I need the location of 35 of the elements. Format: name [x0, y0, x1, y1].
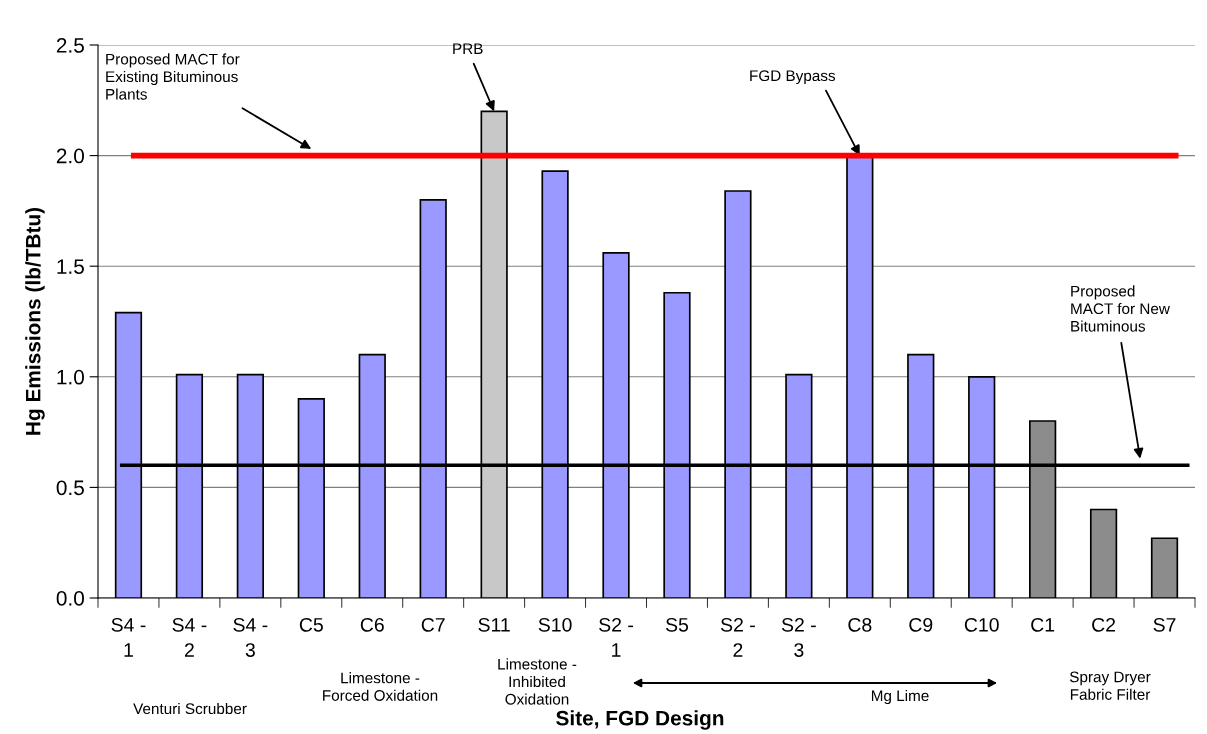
y-tick-label: 2.5 [56, 38, 84, 53]
x-tick-label: S2 - 3 [781, 617, 816, 657]
y-axis-title: Hg Emissions (lb/TBtu) [25, 207, 45, 435]
ref-line-label: Proposed MACT for New Bituminous [1071, 285, 1170, 332]
x-tick-label: C8 [848, 617, 872, 632]
x-tick-label: S4 - 1 [111, 617, 146, 657]
x-tick-label: C7 [421, 617, 445, 632]
y-tick-label: 0.5 [56, 480, 84, 496]
x-tick-label: S5 [665, 617, 689, 632]
text: Limestone - Inhibited Oxidation [498, 658, 577, 705]
text: Venturi Scrubber [133, 702, 247, 715]
x-tick-label: C10 [964, 617, 999, 632]
y-tick-label: 2.0 [56, 148, 84, 164]
x-tick-label: C5 [299, 617, 323, 632]
x-axis-title: Site, FGD Design [556, 710, 724, 730]
ref-line-label: Proposed MACT for Existing Bituminous Plants [106, 53, 240, 100]
annotation: FGD Bypass [750, 70, 836, 85]
x-tick-label: S4 - 3 [233, 617, 268, 657]
y-tick-label: 1.5 [57, 259, 84, 274]
x-tick-label: C6 [360, 617, 384, 632]
x-tick-label: S10 [538, 617, 572, 632]
x-tick-label: C1 [1031, 617, 1055, 632]
x-tick-label: S7 [1153, 617, 1176, 632]
text: Mg Lime [871, 689, 929, 705]
y-tick-label: 0.0 [56, 591, 84, 606]
x-tick-label: S4 - 2 [172, 617, 207, 657]
x-tick-label: S2 - 2 [720, 617, 755, 657]
text: Spray Dryer Fabric Filter [1069, 671, 1151, 700]
annotation: PRB [453, 43, 483, 54]
text: Limestone - Forced Oxidation [323, 672, 438, 701]
x-tick-label: S2 - 1 [599, 617, 633, 657]
y-tick-label: 1.0 [57, 369, 84, 385]
x-tick-label: S11 [478, 617, 510, 632]
x-tick-label: C2 [1092, 617, 1116, 632]
x-tick-label: C9 [909, 617, 933, 632]
